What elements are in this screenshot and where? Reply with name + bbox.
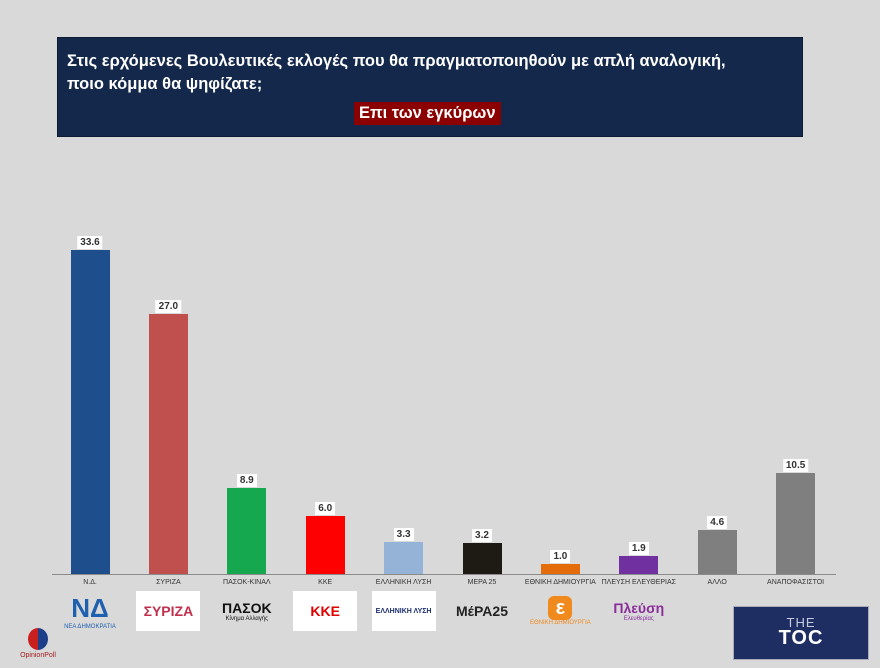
subtitle-badge: Επι των εγκύρων: [354, 102, 501, 125]
category-label: ΕΛΛΗΝΙΚΗ ΛΥΣΗ: [375, 579, 432, 586]
x-axis-line: [52, 574, 836, 575]
value-label: 27.0: [155, 299, 182, 313]
value-label: 4.6: [707, 515, 728, 529]
value-label: 1.9: [628, 541, 649, 555]
plefsi-logo: Πλεύση Ελευθερίας: [613, 600, 665, 622]
bar: [70, 250, 110, 574]
pasok-logo: ΠΑΣΟΚ Κίνημα Αλλαγής: [221, 600, 272, 622]
category-label: ΕΘΝΙΚΗ ΔΗΜΙΟΥΡΓΙΑ: [524, 579, 596, 586]
value-label: 8.9: [236, 474, 257, 488]
elliniki-lysi-logo: ΕΛΛΗΝΙΚΗ ΛΥΣΗ: [371, 591, 436, 631]
category-label: ΑΝΑΠΟΦΑΣΙΣΤΟΙ: [767, 579, 825, 586]
kke-logo: ΚΚΕ: [293, 591, 358, 631]
thetoc-logo: THE TOC: [733, 606, 869, 660]
bar: [462, 543, 502, 574]
mera25-logo: ΜέΡΑ25: [456, 603, 508, 619]
value-label: 6.0: [315, 502, 336, 516]
bar: [305, 516, 345, 574]
nd-logo: ΝΔ ΝΕΑ ΔΗΜΟΚΡΑΤΙΑ: [64, 592, 116, 630]
bar: [384, 542, 424, 574]
category-label: Ν.Δ.: [83, 579, 97, 586]
question-line-1: Στις ερχόμενες Βουλευτικές εκλογές που θ…: [67, 52, 726, 70]
syriza-logo: ΣΥΡΙΖΑ: [136, 591, 201, 631]
value-label: 33.6: [77, 236, 103, 250]
bar: [540, 564, 580, 574]
value-label: 10.5: [782, 458, 809, 472]
value-label: 1.0: [550, 550, 571, 564]
bar: [697, 529, 737, 574]
category-label: ΠΛΕΥΣΗ ΕΛΕΥΘΕΡΙΑΣ: [601, 579, 677, 586]
value-label: 3.2: [472, 529, 492, 543]
bar: [619, 555, 659, 574]
category-label: ΠΑΣΟΚ-ΚΙΝΑΛ: [223, 579, 271, 586]
value-label: 3.3: [393, 528, 414, 542]
ethniki-dimiourgia-logo: ε ΕΘΝΙΚΗ ΔΗΜΙΟΥΡΓΙΑ: [529, 596, 591, 626]
category-label: ΑΛΛΟ: [707, 579, 727, 586]
bar: [148, 313, 188, 574]
question-header: Στις ερχόμενες Βουλευτικές εκλογές που θ…: [57, 37, 803, 137]
category-label: ΜΕΡΑ 25: [467, 579, 497, 586]
category-label: ΣΥΡΙΖΑ: [156, 579, 181, 586]
opinionpoll-icon: [28, 628, 48, 650]
category-label: ΚΚΕ: [318, 579, 333, 586]
bar: [227, 488, 267, 574]
question-line-2: ποιο κόμμα θα ψηφίζατε;: [67, 75, 263, 93]
opinionpoll-logo: OpinionPoll: [8, 628, 68, 659]
bar: [776, 472, 816, 574]
